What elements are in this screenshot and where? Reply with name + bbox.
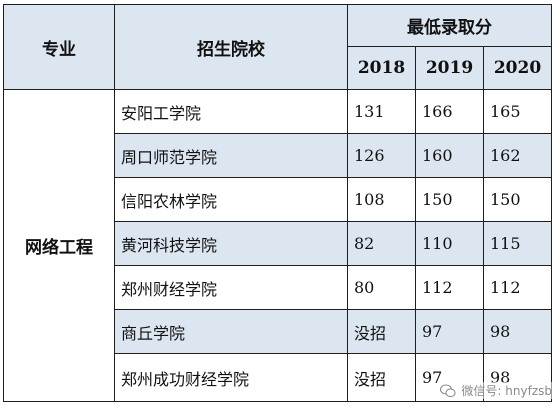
score-2020: 98 bbox=[483, 309, 552, 354]
score-2019: 150 bbox=[415, 177, 484, 222]
score-2018: 131 bbox=[347, 89, 416, 134]
score-2018: 没招 bbox=[347, 309, 416, 354]
header-year-2019: 2019 bbox=[415, 46, 484, 90]
school-cell: 郑州财经学院 bbox=[114, 265, 348, 310]
table-row: 周口师范学院 126 160 162 bbox=[4, 133, 552, 178]
wechat-watermark: 微信号: hnyfzsb bbox=[440, 382, 552, 399]
school-cell: 周口师范学院 bbox=[114, 133, 348, 178]
score-2018: 没招 bbox=[347, 353, 416, 402]
score-2019: 112 bbox=[415, 265, 484, 310]
table-row: 网络工程 安阳工学院 131 166 165 bbox=[3, 89, 552, 402]
score-2020: 150 bbox=[483, 177, 552, 222]
score-2020: 162 bbox=[483, 133, 552, 178]
watermark-text: 微信号: hnyfzsb bbox=[461, 384, 552, 398]
header-year-2018: 2018 bbox=[347, 46, 416, 90]
score-2020: 115 bbox=[483, 221, 552, 266]
major-cell: 网络工程 bbox=[3, 89, 115, 402]
table-row: 商丘学院 没招 97 98 bbox=[4, 309, 552, 354]
header-major: 专业 bbox=[3, 4, 115, 90]
table-row: 郑州成功财经学院 没招 97 98 bbox=[4, 353, 552, 402]
header-min-score: 最低录取分 bbox=[347, 4, 552, 47]
table-row: 黄河科技学院 82 110 115 bbox=[4, 221, 552, 266]
school-cell: 安阳工学院 bbox=[114, 89, 348, 134]
score-2018: 80 bbox=[347, 265, 416, 310]
school-cell: 郑州成功财经学院 bbox=[114, 353, 348, 402]
score-2020: 165 bbox=[483, 89, 552, 134]
school-cell: 黄河科技学院 bbox=[114, 221, 348, 266]
school-cell: 信阳农林学院 bbox=[114, 177, 348, 222]
admission-score-table: 专业 招生院校 最低录取分 2018 2019 2020 网络工程 安阳工学院 … bbox=[3, 4, 552, 402]
school-cell: 商丘学院 bbox=[114, 309, 348, 354]
header-school: 招生院校 bbox=[114, 4, 348, 90]
table-row: 信阳农林学院 108 150 150 bbox=[4, 177, 552, 222]
score-2019: 110 bbox=[415, 221, 484, 266]
score-2018: 126 bbox=[347, 133, 416, 178]
score-2018: 108 bbox=[347, 177, 416, 222]
score-2019: 97 bbox=[415, 309, 484, 354]
wechat-logo-icon bbox=[440, 383, 457, 397]
table-row: 郑州财经学院 80 112 112 bbox=[4, 265, 552, 310]
score-2018: 82 bbox=[347, 221, 416, 266]
score-2019: 166 bbox=[415, 89, 484, 134]
score-2020: 112 bbox=[483, 265, 552, 310]
score-2019: 160 bbox=[415, 133, 484, 178]
header-year-2020: 2020 bbox=[483, 46, 552, 90]
